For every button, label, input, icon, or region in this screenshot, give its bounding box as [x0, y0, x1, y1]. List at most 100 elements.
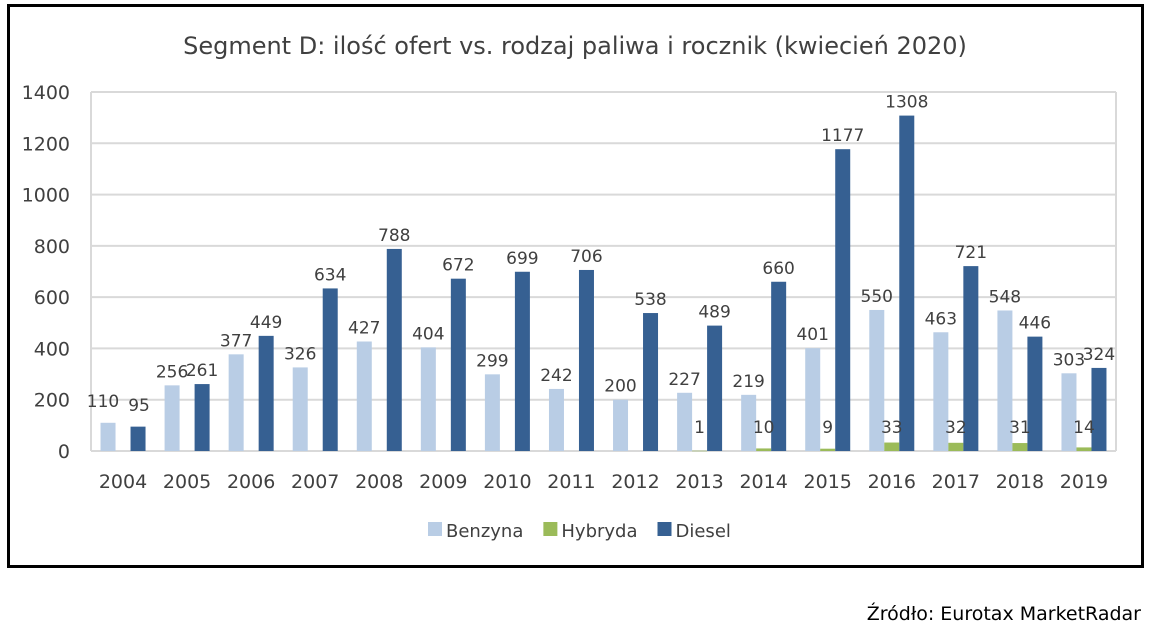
bar-diesel: [771, 281, 787, 451]
chart-frame: [7, 4, 1144, 568]
bar-diesel: [643, 313, 659, 451]
bar-benzyna: [997, 310, 1013, 451]
data-label: 1177: [821, 126, 864, 146]
x-tick-label: 2010: [483, 471, 531, 493]
bar-diesel: [450, 278, 466, 451]
data-label: 1308: [885, 93, 928, 113]
data-label: 401: [796, 325, 828, 345]
x-tick-label: 2007: [291, 471, 339, 493]
data-label: 1: [694, 418, 705, 438]
data-label: 10: [753, 418, 775, 438]
legend-label-diesel: Diesel: [676, 521, 731, 542]
data-label: 324: [1083, 345, 1115, 365]
data-label: 489: [698, 303, 730, 323]
y-tick-label: 200: [34, 390, 70, 412]
bar-diesel: [1091, 367, 1107, 451]
data-label: 377: [220, 331, 252, 351]
legend-swatch-diesel: [657, 522, 672, 536]
data-label: 242: [540, 366, 572, 386]
data-label: 110: [87, 392, 119, 412]
bar-benzyna: [100, 422, 116, 451]
y-axis: 0 200 400 600 800 1000 1200 1400: [22, 82, 70, 463]
bar-benzyna: [228, 354, 244, 451]
bar-hybryda: [692, 450, 708, 452]
bar-benzyna: [933, 332, 949, 451]
data-label: 256: [156, 362, 188, 382]
bar-benzyna: [356, 341, 372, 451]
y-tick-label: 400: [34, 338, 70, 360]
data-label: 788: [378, 226, 410, 246]
data-label: 261: [186, 361, 218, 381]
data-label: 463: [925, 309, 957, 329]
data-label: 95: [128, 396, 150, 416]
bar-benzyna: [548, 388, 564, 451]
bar-diesel: [322, 288, 338, 451]
bar-hybryda: [948, 442, 964, 451]
x-tick-label: 2006: [227, 471, 275, 493]
data-label: 303: [1053, 350, 1085, 370]
data-label: 550: [861, 287, 893, 307]
data-label: 538: [634, 290, 666, 310]
data-label: 326: [284, 344, 316, 364]
data-label: 200: [604, 377, 636, 397]
x-tick-label: 2004: [99, 471, 147, 493]
x-tick-label: 2009: [419, 471, 467, 493]
bar-benzyna: [1061, 373, 1077, 451]
bar-hybryda: [820, 448, 836, 451]
bar-hybryda: [756, 448, 772, 451]
data-label: 9: [822, 418, 833, 438]
bar-diesel: [1027, 336, 1043, 451]
bar-diesel: [386, 248, 402, 451]
data-label: 299: [476, 351, 508, 371]
bar-hybryda: [884, 442, 900, 451]
bar-benzyna: [420, 347, 436, 451]
data-labels: 110 9525626137744932663442778840467229969…: [87, 93, 1115, 438]
y-tick-label: 600: [34, 287, 70, 309]
bar-diesel: [578, 269, 594, 451]
x-tick-label: 2005: [163, 471, 211, 493]
y-tick-label: 1200: [22, 133, 70, 155]
x-tick-label: 2008: [355, 471, 403, 493]
bar-diesel: [835, 149, 851, 451]
legend-label-hybryda: Hybryda: [561, 521, 637, 542]
y-tick-label: 1400: [22, 82, 70, 104]
data-label: 32: [945, 418, 967, 438]
data-label: 672: [442, 256, 474, 276]
bar-diesel: [194, 384, 210, 451]
x-tick-label: 2019: [1060, 471, 1108, 493]
y-tick-label: 1000: [22, 185, 70, 207]
x-tick-label: 2017: [932, 471, 980, 493]
bar-benzyna: [484, 374, 500, 451]
x-tick-label: 2018: [996, 471, 1044, 493]
data-label: 721: [955, 243, 987, 263]
legend: Benzyna Hybryda Diesel: [428, 521, 731, 542]
bar-diesel: [707, 325, 723, 451]
data-label: 634: [314, 265, 346, 285]
data-label: 31: [1009, 418, 1031, 438]
x-tick-label: 2014: [739, 471, 787, 493]
gridlines: [90, 91, 1117, 452]
data-label: 548: [989, 287, 1021, 307]
data-label: 33: [881, 418, 903, 438]
legend-swatch-benzyna: [428, 522, 442, 536]
bar-benzyna: [164, 385, 180, 451]
x-tick-label: 2015: [804, 471, 852, 493]
bar-diesel: [258, 335, 274, 451]
bar-diesel: [899, 115, 915, 451]
bar-hybryda: [1076, 447, 1092, 451]
bar-benzyna: [677, 392, 693, 451]
y-tick-label: 800: [34, 236, 70, 258]
data-label: 427: [348, 319, 380, 339]
bar-benzyna: [613, 399, 629, 451]
x-tick-label: 2011: [547, 471, 595, 493]
bar-diesel: [514, 271, 530, 451]
data-label: 219: [732, 372, 764, 392]
data-label: 706: [570, 247, 602, 267]
data-label: 449: [250, 313, 282, 333]
chart-title: Segment D: ilość ofert vs. rodzaj paliwa…: [183, 32, 967, 60]
bars: [100, 115, 1107, 452]
legend-swatch-hybryda: [543, 522, 558, 536]
bar-benzyna: [741, 394, 757, 451]
x-tick-label: 2013: [675, 471, 723, 493]
bar-hybryda: [1012, 443, 1028, 451]
